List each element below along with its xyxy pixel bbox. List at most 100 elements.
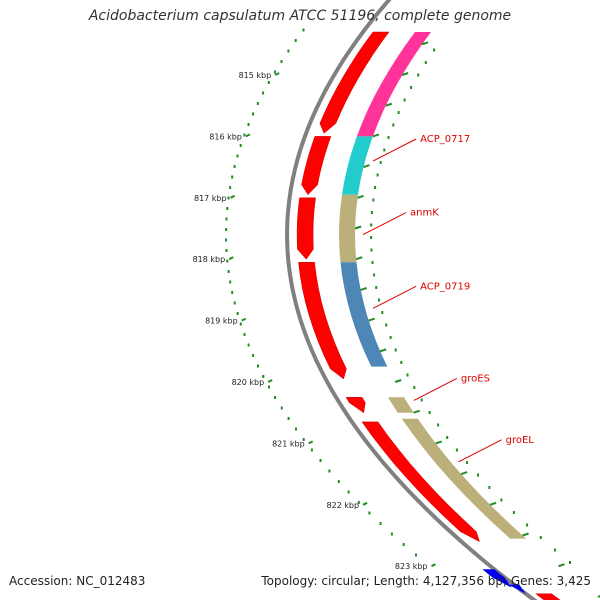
tick-label: 820 kbp (232, 378, 265, 387)
gc-dot (243, 333, 246, 336)
gene-arrow (535, 593, 561, 600)
outer-dot (392, 123, 395, 127)
outer-tick (379, 348, 387, 353)
gene-arrow (345, 397, 366, 414)
cds-segment (339, 194, 358, 263)
tick-label: 818 kbp (193, 255, 226, 264)
gc-dot (227, 270, 230, 273)
outer-dot (500, 498, 503, 502)
gc-dot (262, 375, 265, 378)
outer-dot (394, 348, 397, 352)
gc-dot (347, 490, 350, 494)
accession-text: Accession: NC_012483 (9, 574, 146, 588)
cds-segment (342, 136, 373, 195)
outer-dot (397, 111, 400, 114)
topology-summary: Topology: circular; Length: 4,127,356 bp… (261, 574, 591, 588)
outer-dot (381, 311, 384, 314)
outer-dot (385, 323, 388, 327)
outer-dot (428, 411, 431, 414)
gene-leader-line (362, 212, 407, 236)
tick-mark (228, 256, 234, 261)
gc-dot (379, 522, 382, 525)
gc-dot (257, 364, 259, 368)
outer-dot (477, 473, 479, 477)
gene-arrow (298, 262, 347, 380)
gene-label: anmK (410, 208, 439, 219)
outer-tick (421, 41, 429, 46)
tick-mark (274, 72, 280, 76)
tick-label: 823 kbp (395, 562, 428, 571)
outer-dot (433, 48, 436, 52)
gc-dot (402, 543, 405, 546)
tick-mark (431, 563, 436, 568)
outer-tick (363, 164, 370, 169)
gc-dot (280, 406, 283, 410)
outer-dot (413, 386, 416, 389)
outer-dot (420, 398, 423, 402)
gc-dot (302, 438, 305, 441)
tick-label: 816 kbp (209, 132, 242, 141)
gene-label: ACP_0717 (420, 134, 470, 145)
cds-segment (401, 418, 526, 539)
outer-dot (539, 536, 542, 539)
gc-dot (274, 396, 277, 399)
outer-dot (512, 511, 515, 514)
gc-dot (233, 301, 236, 305)
tick-mark (230, 194, 236, 199)
gene-arrow (301, 136, 332, 196)
gc-dot (319, 459, 322, 462)
gc-dot (302, 28, 305, 32)
outer-dot (400, 361, 403, 364)
outer-dot (526, 523, 529, 527)
gc-dot (239, 144, 242, 147)
outer-tick (360, 286, 368, 291)
outer-dot (488, 486, 491, 489)
outer-dot (370, 211, 373, 214)
gc-dot (267, 81, 270, 84)
gc-dot (310, 448, 313, 452)
gene-arrow (319, 31, 390, 134)
gc-dot (225, 249, 228, 252)
backbone-layer (225, 0, 571, 600)
outer-dot (375, 286, 378, 289)
outer-dot (370, 236, 373, 239)
gene-label: ACP_0719 (420, 281, 470, 292)
gc-dot (280, 60, 283, 63)
gc-dot (287, 417, 290, 420)
outer-tick (355, 256, 363, 261)
outer-tick (354, 225, 362, 230)
gc-dot (268, 385, 270, 389)
gene-label: groES (461, 373, 490, 384)
outer-dot (370, 248, 373, 252)
gc-dot (239, 322, 242, 326)
gc-dot (226, 207, 229, 210)
small-gene-block (482, 569, 512, 588)
tick-mark (245, 133, 251, 138)
gc-dot (226, 259, 229, 263)
gc-dot (415, 553, 417, 557)
outer-dot (370, 223, 373, 227)
gc-dot (231, 175, 234, 179)
gc-dot (295, 427, 297, 431)
outer-dot (379, 161, 382, 164)
gc-dot (368, 511, 371, 515)
gene-leader-line (372, 138, 417, 162)
outer-dot (417, 73, 420, 77)
feature-layer (296, 31, 561, 600)
gc-dot (233, 165, 236, 168)
gc-dot (337, 480, 340, 483)
outer-tick (413, 409, 421, 414)
small-gene-block (506, 583, 526, 594)
outer-tick (460, 471, 468, 476)
gc-dot (225, 238, 228, 242)
gc-dot (227, 196, 230, 200)
gc-dot (229, 186, 232, 189)
outer-dot (569, 561, 571, 564)
gene-leader-line (372, 285, 417, 309)
outer-dot (389, 336, 392, 339)
outer-tick (357, 194, 364, 199)
outer-dot (455, 448, 458, 452)
outer-tick (394, 379, 402, 383)
